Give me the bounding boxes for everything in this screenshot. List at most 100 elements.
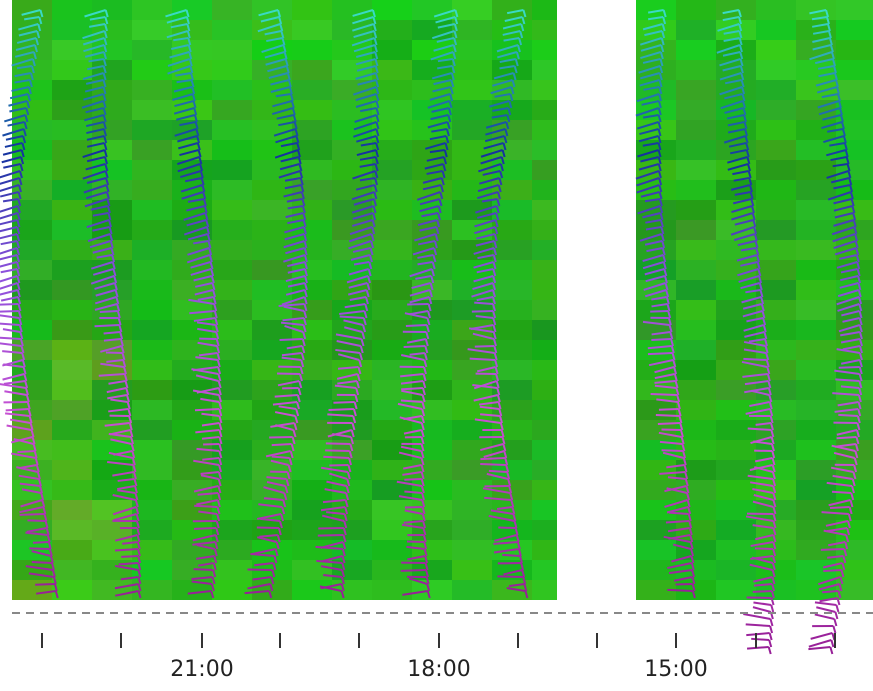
barb-staff: [691, 576, 696, 585]
barb-flag: [0, 336, 21, 340]
barb-staff: [200, 177, 205, 186]
bg-cell: [452, 560, 492, 580]
bg-cell: [292, 100, 332, 120]
barb-staff: [375, 86, 380, 95]
bg-cell: [292, 120, 332, 140]
bg-cell: [52, 100, 92, 120]
barb-flag: [18, 23, 39, 31]
barb-staff: [344, 506, 349, 515]
barb-flag: [336, 373, 358, 380]
barb-staff: [274, 548, 279, 557]
barb-flag: [326, 480, 347, 487]
barb-staff: [838, 100, 842, 109]
barb-staff: [296, 394, 301, 403]
bg-cell: [492, 440, 532, 460]
barb-flag: [351, 219, 373, 227]
barb-flag: [181, 191, 204, 200]
bg-cell: [492, 20, 532, 40]
barb-flag: [186, 254, 211, 264]
bg-cell: [756, 360, 796, 380]
barb-flag: [250, 552, 275, 557]
barb-flag: [0, 205, 19, 213]
barb-staff: [194, 121, 199, 130]
bg-cell: [412, 520, 452, 540]
barb-staff: [25, 394, 30, 403]
barb-staff: [420, 436, 425, 445]
barb-flag: [403, 429, 422, 435]
barb-staff: [36, 30, 41, 39]
barb-staff: [658, 86, 663, 95]
barb-flag: [322, 555, 343, 563]
bg-cell: [676, 340, 716, 360]
barb-flag: [84, 198, 108, 208]
barb-staff: [445, 128, 450, 137]
barb-flag: [264, 30, 282, 36]
bg-cell: [836, 360, 873, 380]
barb-staff: [856, 261, 861, 270]
bg-cell: [172, 20, 212, 40]
bg-cell: [12, 260, 52, 280]
barb-staff: [849, 499, 854, 508]
barb-staff: [23, 373, 28, 382]
barb-staff: [454, 16, 459, 25]
bg-cell: [452, 0, 492, 20]
barb-flag: [400, 569, 427, 572]
barb-staff: [423, 359, 428, 368]
bg-cell: [492, 120, 532, 140]
bg-cell: [292, 520, 332, 540]
barb-staff: [684, 471, 689, 480]
barb-flag: [196, 447, 220, 452]
barb-staff: [217, 492, 222, 501]
barb-staff: [102, 107, 107, 116]
bg-cell: [756, 40, 796, 60]
barb-staff: [859, 338, 863, 347]
barb-staff: [524, 590, 529, 599]
barb-staff: [188, 58, 193, 67]
barb-flag: [482, 170, 501, 176]
barb-staff: [215, 338, 220, 347]
barb-staff: [31, 58, 36, 67]
barb-flag: [724, 93, 743, 100]
barb-staff: [854, 443, 859, 452]
barb-flag: [404, 509, 423, 515]
barb-flag: [2, 373, 25, 381]
barb-staff: [435, 226, 440, 235]
bg-cell: [492, 60, 532, 80]
barb-staff: [102, 100, 107, 109]
barb-flag: [343, 326, 363, 333]
bg-cell: [52, 20, 92, 40]
bg-cell: [492, 520, 532, 540]
barb-flag: [360, 107, 377, 113]
barb-staff: [272, 562, 277, 571]
barb-staff: [495, 373, 500, 382]
barb-staff: [856, 422, 861, 431]
barb-flag: [727, 121, 745, 127]
barb-flag: [9, 418, 31, 424]
barb-flag: [285, 275, 306, 283]
barb-staff: [216, 499, 221, 508]
barb-staff: [679, 422, 684, 431]
bg-cell: [676, 280, 716, 300]
barb-staff: [50, 562, 55, 571]
barb-staff: [502, 443, 507, 452]
barb-staff: [738, 37, 743, 46]
barb-flag: [191, 580, 213, 585]
barb-staff: [202, 191, 207, 200]
barb-flag: [117, 478, 135, 482]
barb-staff: [113, 275, 118, 284]
bg-cell: [756, 560, 796, 580]
barb-staff: [340, 590, 345, 599]
barb-flag: [743, 340, 766, 347]
bg-cell: [492, 140, 532, 160]
barb-staff: [665, 296, 670, 305]
bg-cell: [492, 40, 532, 60]
barb-flag: [32, 541, 49, 544]
barb-staff: [213, 555, 218, 564]
barb-staff: [497, 191, 501, 200]
barb-staff: [833, 618, 838, 627]
barb-flag: [194, 408, 220, 412]
barb-staff: [450, 72, 455, 81]
barb-staff: [301, 205, 306, 214]
barb-staff: [126, 401, 131, 410]
